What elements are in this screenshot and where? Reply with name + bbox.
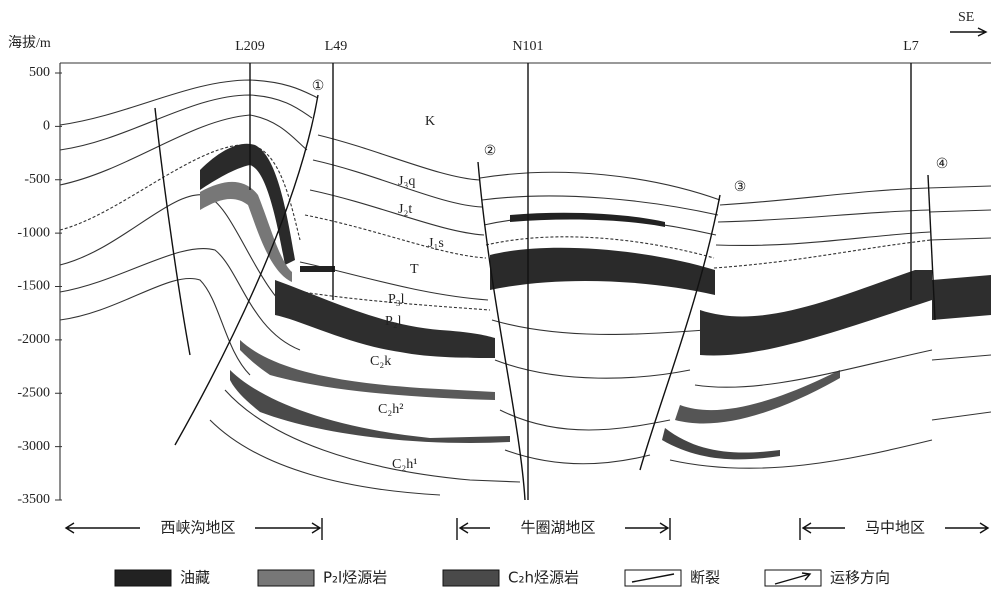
y-tick-label: -500 (24, 172, 50, 187)
direction: SE (958, 10, 974, 25)
well-label: L209 (235, 39, 265, 54)
fault-label: ④ (936, 157, 949, 172)
y-tick-label: -2000 (17, 332, 50, 347)
y-tick-label: -3000 (17, 439, 50, 454)
y-tick-label: -1000 (17, 225, 50, 240)
well-label: L49 (325, 39, 348, 54)
legend-label: C₂h烃源岩 (508, 569, 579, 587)
y-tick-label: 500 (29, 65, 50, 80)
formation-label: C₂k (370, 354, 391, 369)
legend-label: P₂l烃源岩 (323, 569, 387, 587)
fault-label: ③ (734, 180, 747, 195)
formation-label: T (410, 262, 419, 277)
region-label: 牛圈湖地区 (520, 519, 595, 537)
y-tick-label: 0 (43, 119, 50, 134)
y-tick-label: -1500 (17, 279, 50, 294)
formation-label: K (425, 114, 435, 129)
well-label: L7 (903, 39, 919, 54)
formation-label: J₂t (398, 202, 412, 217)
formation-label: J₁s (428, 236, 444, 251)
section-drawing (60, 28, 991, 500)
y-tick-label: -2500 (17, 385, 50, 400)
legend-label: 油藏 (180, 569, 210, 587)
legend-label: 断裂 (690, 569, 720, 587)
cross-section: 海拔/m SE L209 L49 N101 L7 ① ② ③ ④ K J₃q J… (0, 0, 991, 609)
y-axis-label: 海拔/m (8, 35, 51, 51)
fault-label: ① (312, 79, 325, 94)
formation-label: C₂h² (378, 402, 403, 417)
y-tick-label: -3500 (17, 492, 50, 507)
formation-label: C₂h¹ (392, 457, 417, 472)
fault-label: ② (484, 144, 497, 159)
well-label: N101 (512, 39, 543, 54)
region-label: 西峡沟地区 (160, 519, 235, 537)
formation-label: P₂l (385, 314, 402, 329)
region-label: 马中地区 (865, 519, 925, 537)
legend-label: 运移方向 (830, 569, 890, 587)
formation-label: P₃l (388, 292, 405, 307)
formation-label: J₃q (398, 174, 415, 189)
